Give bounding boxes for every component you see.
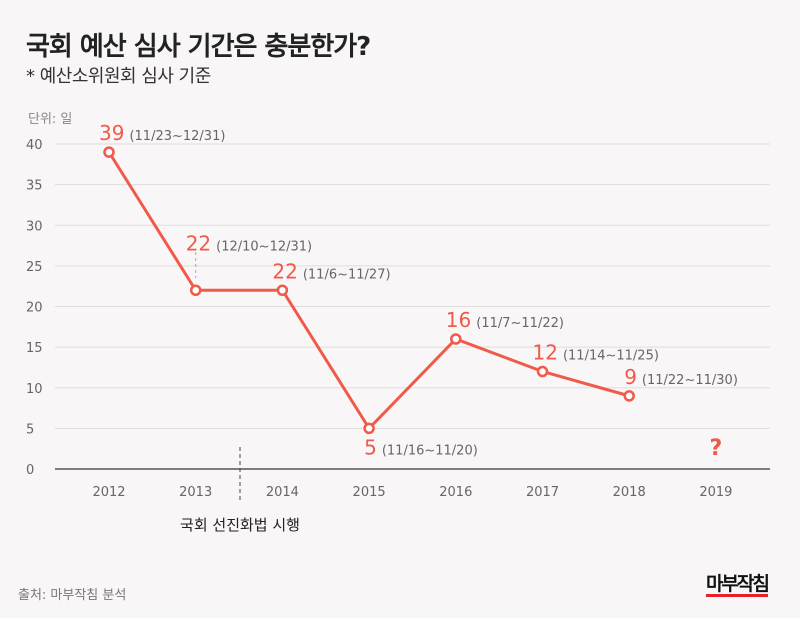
value-label: 12 <box>533 341 558 365</box>
y-tick-label: 15 <box>26 341 43 356</box>
annotation-label: 국회 선진화법 시행 <box>180 516 300 534</box>
data-label: 5 (11/16~11/20) <box>364 435 478 459</box>
unit-label: 단위: 일 <box>28 112 72 127</box>
period-label: (12/10~12/31) <box>216 239 312 254</box>
data-label: 16 (11/7~11/22) <box>446 308 564 332</box>
period-label: (11/7~11/22) <box>476 316 564 331</box>
value-label: 5 <box>364 435 377 459</box>
x-tick-label: 2013 <box>179 485 212 500</box>
y-tick-label: 35 <box>26 179 43 194</box>
x-tick-label: 2017 <box>526 485 559 500</box>
data-point <box>363 422 375 435</box>
source-note: 출처: 마부작침 분석 <box>18 588 127 603</box>
x-tick-label: 2014 <box>266 485 299 500</box>
period-label: (11/23~12/31) <box>129 129 225 144</box>
x-tick-label: 2016 <box>439 485 472 500</box>
value-label: 22 <box>186 231 211 255</box>
y-tick-label: 10 <box>26 382 43 397</box>
value-label: 22 <box>272 259 297 283</box>
data-label: 12 (11/14~11/25) <box>533 341 659 365</box>
data-point <box>189 284 202 296</box>
chart-subtitle: * 예산소위원회 심사 기준 <box>26 66 211 87</box>
period-label: (11/6~11/27) <box>303 267 391 282</box>
value-label: 39 <box>99 121 124 145</box>
y-tick-label: 30 <box>26 219 43 234</box>
data-point <box>623 390 635 402</box>
data-point <box>450 333 462 345</box>
value-label: 16 <box>446 308 471 332</box>
x-tick-label: 2019 <box>699 485 732 500</box>
logo: 마부작침 <box>706 573 770 597</box>
period-label: (11/22~11/30) <box>642 373 738 388</box>
y-tick-label: 0 <box>26 463 34 478</box>
chart-title: 국회 예산 심사 기간은 충분한가? <box>26 32 371 62</box>
y-tick-label: 5 <box>26 422 34 437</box>
value-label: 9 <box>624 365 637 389</box>
data-label: 22 (12/10~12/31) <box>186 231 312 255</box>
data-point <box>103 146 115 158</box>
data-point <box>276 284 289 296</box>
data-label: 39 (11/23~12/31) <box>99 121 225 145</box>
period-label: (11/16~11/20) <box>382 443 478 458</box>
x-tick-label: 2012 <box>92 485 125 500</box>
data-label: 22 (11/6~11/27) <box>272 259 390 283</box>
unknown-marker: ? <box>710 436 723 461</box>
x-tick-label: 2015 <box>353 485 386 500</box>
series-line <box>107 151 630 431</box>
data-label: 9 (11/22~11/30) <box>624 365 738 389</box>
data-point <box>536 365 549 378</box>
period-label: (11/14~11/25) <box>563 349 659 364</box>
y-tick-label: 20 <box>26 301 43 316</box>
y-tick-label: 40 <box>26 138 43 153</box>
x-tick-label: 2018 <box>613 485 646 500</box>
y-tick-label: 25 <box>26 260 43 275</box>
